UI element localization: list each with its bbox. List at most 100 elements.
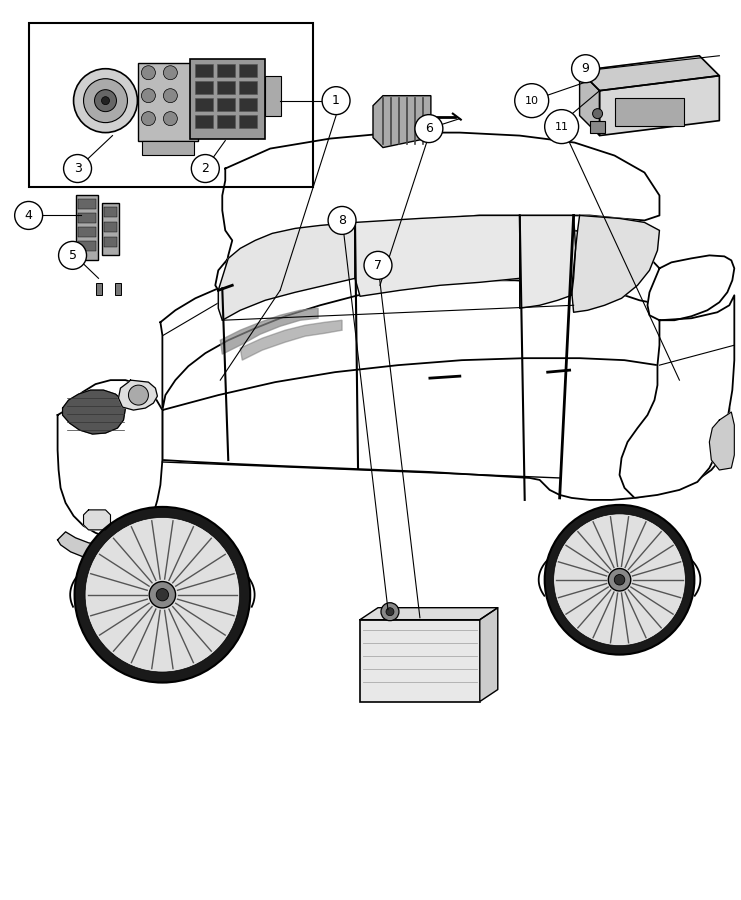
Polygon shape [648,256,734,320]
Polygon shape [360,608,498,620]
Bar [239,98,257,111]
Bar [104,208,118,218]
Polygon shape [373,95,431,148]
Polygon shape [84,510,110,530]
Bar [196,114,213,128]
Polygon shape [709,412,734,470]
Polygon shape [579,56,720,91]
Polygon shape [58,380,162,540]
Bar [78,213,96,223]
Circle shape [142,66,156,80]
Circle shape [415,114,443,142]
Circle shape [322,86,350,114]
Bar [217,64,235,76]
Polygon shape [219,222,355,320]
Bar [96,284,102,295]
Bar [116,284,122,295]
Circle shape [149,581,176,608]
Circle shape [545,110,579,144]
Polygon shape [119,380,157,410]
Polygon shape [579,71,599,136]
Bar [78,241,96,251]
Bar [239,64,257,76]
Circle shape [95,90,116,112]
Text: 11: 11 [555,122,568,131]
Bar [142,140,194,155]
Circle shape [128,385,148,405]
Bar [217,81,235,94]
Polygon shape [599,76,720,136]
Text: 8: 8 [338,214,346,227]
Bar [239,81,257,94]
Polygon shape [220,309,318,355]
Text: 1: 1 [332,94,340,107]
Circle shape [163,89,177,103]
Text: 7: 7 [374,259,382,272]
Bar [239,114,257,128]
Polygon shape [62,390,125,434]
Circle shape [614,574,625,585]
Polygon shape [539,536,700,596]
Circle shape [85,518,239,672]
Circle shape [142,89,156,103]
Circle shape [163,66,177,80]
Polygon shape [160,225,665,410]
Circle shape [191,155,219,183]
Polygon shape [519,215,576,309]
Circle shape [156,589,168,601]
Polygon shape [571,215,659,312]
Polygon shape [162,358,729,500]
Bar [78,200,96,210]
Text: 3: 3 [73,162,82,175]
Circle shape [364,251,392,279]
Polygon shape [216,132,659,291]
Bar [78,228,96,238]
Circle shape [59,241,87,269]
Bar [217,114,235,128]
Polygon shape [70,546,255,607]
Circle shape [84,78,127,122]
Circle shape [328,206,356,234]
Text: 9: 9 [582,62,590,76]
Text: 10: 10 [525,95,539,105]
Bar [217,98,235,111]
Circle shape [15,202,43,230]
Bar [360,620,479,701]
Text: 5: 5 [69,249,76,262]
Text: 2: 2 [202,162,209,175]
Polygon shape [479,608,498,701]
Bar [614,98,685,126]
Polygon shape [58,532,160,562]
Polygon shape [355,215,519,296]
Bar [196,64,213,76]
Circle shape [64,155,92,183]
Bar [104,238,118,248]
Circle shape [73,68,137,132]
Circle shape [515,84,548,118]
Circle shape [75,507,250,682]
Circle shape [381,603,399,621]
Circle shape [102,96,110,104]
Circle shape [554,514,685,645]
Circle shape [386,608,394,616]
Polygon shape [619,295,734,498]
Circle shape [142,112,156,126]
Bar [29,22,313,187]
Bar [76,195,98,260]
Bar [102,203,119,256]
Bar [265,76,281,115]
Circle shape [608,569,631,591]
Circle shape [163,112,177,126]
Circle shape [593,109,602,119]
Text: 4: 4 [24,209,33,222]
Bar [196,81,213,94]
Bar [590,121,605,132]
Circle shape [545,505,694,654]
Bar [190,58,265,139]
Text: 6: 6 [425,122,433,135]
Bar [139,63,199,140]
Bar [104,222,118,232]
Circle shape [571,55,599,83]
Bar [196,98,213,111]
Polygon shape [240,320,342,360]
